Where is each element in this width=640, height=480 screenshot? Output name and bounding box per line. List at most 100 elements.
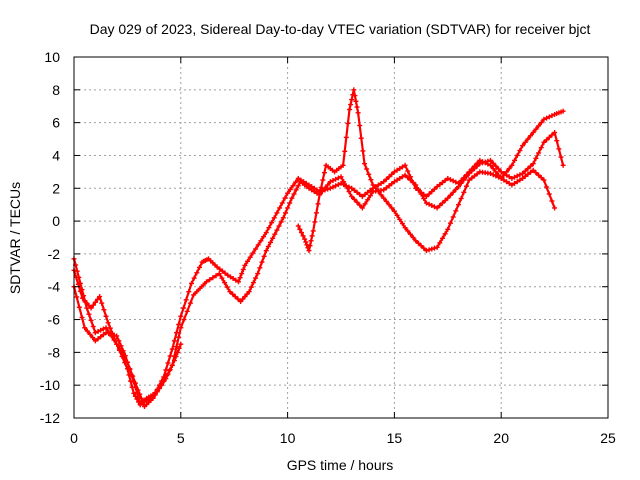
data-point: [455, 184, 461, 190]
data-point-interp: [75, 281, 81, 287]
data-point-interp: [544, 137, 550, 143]
data-point: [280, 215, 286, 221]
data-point-interp: [549, 132, 555, 138]
data-point-interp: [352, 93, 358, 99]
data-point-interp: [549, 198, 555, 204]
data-point-interp: [364, 166, 370, 172]
data-point-interp: [394, 212, 400, 218]
data-point-interp: [482, 159, 488, 165]
data-point-interp: [335, 182, 341, 188]
data-point-interp: [320, 177, 326, 183]
data-point-interp: [525, 171, 531, 177]
data-point-interp: [349, 97, 355, 103]
data-point-interp: [397, 175, 403, 181]
data-point-interp: [439, 200, 445, 206]
data-point: [391, 208, 397, 214]
data-point-interp: [266, 225, 272, 231]
data-point-interp: [386, 174, 392, 180]
data-point-interp: [191, 275, 197, 281]
data-point-interp: [512, 157, 518, 163]
data-point: [413, 182, 419, 188]
data-point-interp: [485, 170, 491, 176]
data-point-interp: [522, 168, 528, 174]
data-point: [203, 279, 209, 285]
data-point-interp: [458, 196, 464, 202]
data-point-interp: [99, 300, 105, 306]
data-point: [530, 167, 536, 173]
data-point-interp: [187, 300, 193, 306]
data-point: [263, 230, 269, 236]
data-point-interp: [506, 180, 512, 186]
data-point-interp: [219, 268, 225, 274]
label-layer: 0 5 10 15 20 25 -12 -10 -8 -6 -4 -2 0 2 4 6 8 10: [40, 49, 616, 446]
data-point: [242, 262, 248, 268]
data-point-interp: [501, 177, 507, 183]
data-point-interp: [506, 174, 512, 180]
data-point-interp: [224, 284, 230, 290]
data-point-interp: [544, 115, 550, 121]
data-point-interp: [309, 233, 315, 239]
data-point-interp: [127, 366, 133, 372]
data-point-interp: [514, 173, 520, 179]
data-point-interp: [84, 328, 90, 334]
data-point-interp: [274, 227, 280, 233]
data-point-interp: [204, 257, 210, 263]
data-point-interp: [421, 245, 427, 251]
data-point-interp: [442, 231, 448, 237]
data-point-interp: [321, 170, 327, 176]
data-point-interp: [463, 183, 469, 189]
data-point-interp: [132, 384, 138, 390]
y-tick-label: -4: [48, 279, 61, 295]
data-point: [477, 161, 483, 167]
data-point-interp: [525, 136, 531, 142]
data-point-interp: [528, 163, 534, 169]
data-point: [541, 139, 547, 145]
data-point-interp: [365, 189, 371, 195]
data-point-interp: [343, 134, 349, 140]
chart-title: Day 029 of 2023, Sidereal Day-to-day VTE…: [90, 21, 591, 37]
data-point-interp: [351, 196, 357, 202]
data-point-interp: [421, 196, 427, 202]
data-point-interp: [368, 177, 374, 183]
data-point-interp: [287, 187, 293, 193]
data-point-interp: [186, 289, 192, 295]
data-point: [351, 87, 357, 93]
data-point-interp: [240, 266, 246, 272]
data-point-interp: [447, 220, 453, 226]
data-point-interp: [248, 284, 254, 290]
data-point: [402, 162, 408, 168]
y-tick-label: 6: [52, 115, 60, 131]
data-point-interp: [342, 148, 348, 154]
data-point-interp: [311, 189, 317, 195]
data-point-interp: [118, 343, 124, 349]
data-point-interp: [490, 172, 496, 178]
data-point-interp: [101, 307, 107, 313]
data-point-interp: [496, 174, 502, 180]
data-point-interp: [239, 271, 245, 277]
data-point-interp: [250, 250, 256, 256]
data-point-interp: [485, 158, 491, 164]
data-point: [359, 193, 365, 199]
data-point-interp: [103, 313, 109, 319]
data-point-interp: [230, 291, 236, 297]
data-point-interp: [298, 230, 304, 236]
series-track-1: [71, 108, 566, 408]
x-tick-label: 0: [70, 430, 78, 446]
data-point-interp: [378, 192, 384, 198]
y-tick-label: -6: [48, 312, 61, 328]
data-point-interp: [383, 185, 389, 191]
data-point-interp: [181, 317, 187, 323]
data-point-interp: [517, 148, 523, 154]
data-point: [122, 353, 128, 359]
data-point: [361, 161, 367, 167]
data-point-interp: [407, 177, 413, 183]
data-point: [169, 346, 175, 352]
data-point-interp: [439, 235, 445, 241]
data-point-interp: [194, 270, 200, 276]
data-point-interp: [558, 154, 564, 160]
data-point-interp: [558, 109, 564, 115]
data-point-interp: [200, 282, 206, 288]
data-point-interp: [194, 289, 200, 295]
data-point: [423, 193, 429, 199]
data-point: [520, 171, 526, 177]
